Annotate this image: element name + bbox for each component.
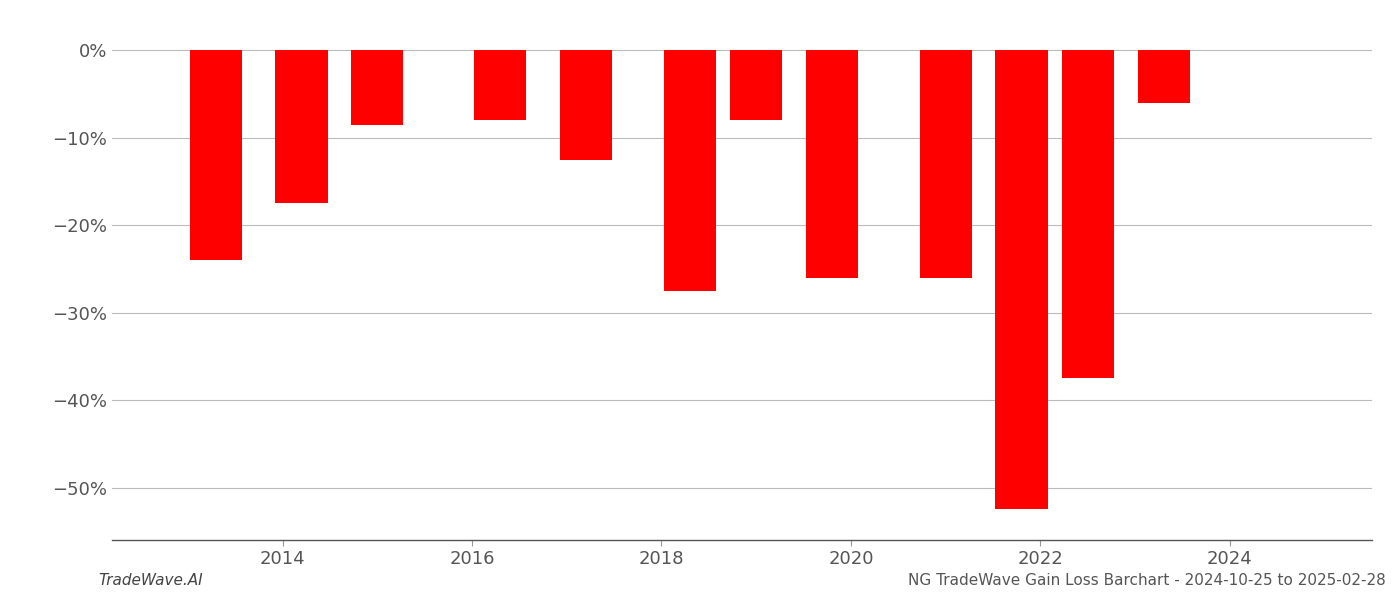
- Bar: [276, 50, 328, 203]
- Bar: [190, 50, 242, 260]
- Text: TradeWave.AI: TradeWave.AI: [98, 573, 203, 588]
- Bar: [995, 50, 1047, 509]
- Bar: [560, 50, 612, 160]
- Bar: [664, 50, 715, 291]
- Bar: [475, 50, 526, 120]
- Text: NG TradeWave Gain Loss Barchart - 2024-10-25 to 2025-02-28: NG TradeWave Gain Loss Barchart - 2024-1…: [909, 573, 1386, 588]
- Bar: [351, 50, 403, 125]
- Bar: [1138, 50, 1190, 103]
- Bar: [731, 50, 783, 120]
- Bar: [806, 50, 858, 278]
- Bar: [920, 50, 972, 278]
- Bar: [1061, 50, 1114, 378]
